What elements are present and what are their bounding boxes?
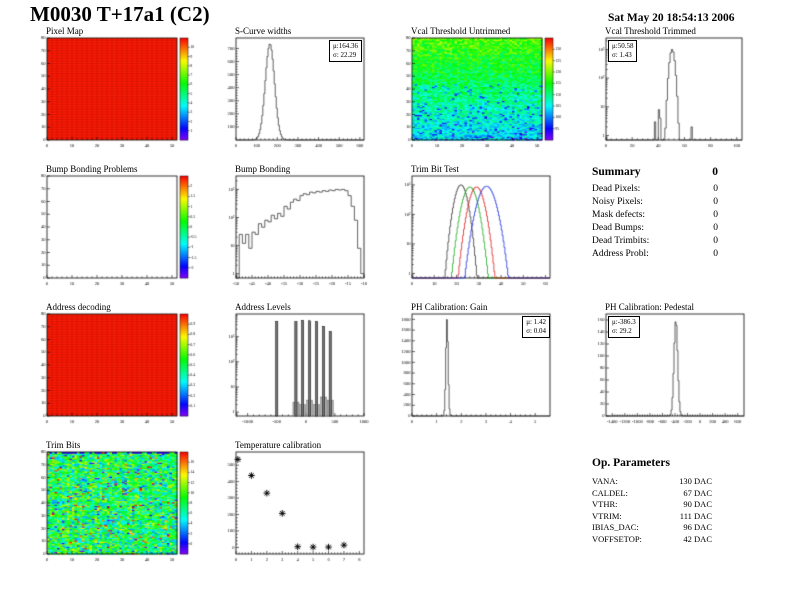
temperature-calibration-canvas xyxy=(222,450,372,566)
timestamp: Sat May 20 18:54:13 2006 xyxy=(608,12,735,24)
stats-box: μ:-386.3 σ: 29.2 xyxy=(608,316,640,338)
plot-vcal-untrimmed: Vcal Threshold Untrimmed xyxy=(398,26,568,152)
stats-mu: μ:-386.3 xyxy=(612,318,636,326)
stats-mu: μ:164.36 xyxy=(333,42,358,50)
op-parameter-label: CALDEL: xyxy=(592,487,628,498)
plot-title: Pixel Map xyxy=(46,26,84,36)
op-parameter-label: IBIAS_DAC: xyxy=(592,522,639,532)
op-parameter-row: VOFFSETOP: 42 DAC xyxy=(592,534,712,546)
plot-bump-bonding-problems: Bump Bonding Problems xyxy=(33,164,203,290)
stats-sigma: σ: 0.04 xyxy=(526,327,546,335)
plot-title: Trim Bit Test xyxy=(411,164,459,174)
trim-bit-test-canvas xyxy=(398,174,558,290)
summary-title: Summary xyxy=(592,166,641,178)
plot-ph-pedestal: PH Calibration: Pedestal μ:-386.3 σ: 29.… xyxy=(592,302,752,428)
summary-row-label: Mask defects: xyxy=(592,210,646,220)
trim-bits-canvas xyxy=(33,450,203,566)
op-parameter-value: 42 DAC xyxy=(683,533,712,544)
plot-title: PH Calibration: Gain xyxy=(411,302,488,312)
summary-row-label: Noisy Pixels: xyxy=(592,197,643,207)
stats-mu: μ: 1.42 xyxy=(526,318,546,326)
summary-row: Mask defects: 0 xyxy=(592,209,718,222)
op-parameters-title: Op. Parameters xyxy=(592,457,670,469)
op-parameters-block: Op. Parameters VANA: 130 DAC CALDEL: 67 … xyxy=(592,457,712,545)
summary-row: Dead Pixels: 0 xyxy=(592,183,718,196)
summary-row-label: Dead Pixels: xyxy=(592,184,641,194)
plot-title: Address Levels xyxy=(235,302,291,312)
stats-sigma: σ: 22.29 xyxy=(333,51,357,59)
op-parameter-value: 67 DAC xyxy=(683,487,712,498)
plot-title: Address decoding xyxy=(46,302,111,312)
op-parameter-row: VTHR: 90 DAC xyxy=(592,499,712,511)
op-parameter-value: 96 DAC xyxy=(683,522,712,532)
stats-sigma: σ: 29.2 xyxy=(612,327,632,335)
summary-row-value: 0 xyxy=(713,184,718,194)
address-levels-canvas xyxy=(222,312,372,428)
summary-total: 0 xyxy=(712,166,718,178)
op-parameter-label: VTRIM: xyxy=(592,510,622,521)
plot-title: Vcal Threshold Trimmed xyxy=(605,26,696,36)
op-parameter-label: VOFFSETOP: xyxy=(592,533,642,544)
plot-title: Bump Bonding xyxy=(235,164,291,174)
stats-box: μ: 1.42 σ: 0.04 xyxy=(522,316,550,338)
plot-ph-gain: PH Calibration: Gain μ: 1.42 σ: 0.04 xyxy=(398,302,558,428)
plot-pixel-map: Pixel Map xyxy=(33,26,203,152)
summary-header: Summary 0 xyxy=(592,166,718,178)
plot-address-levels: Address Levels xyxy=(222,302,372,428)
plot-title: S-Curve widths xyxy=(235,26,292,36)
op-parameter-row: IBIAS_DAC: 96 DAC xyxy=(592,522,712,534)
op-parameter-row: VTRIM: 111 DAC xyxy=(592,511,712,523)
plot-trim-bit-test: Trim Bit Test xyxy=(398,164,558,290)
summary-row-label: Dead Bumps: xyxy=(592,223,644,233)
plot-bump-bonding: Bump Bonding xyxy=(222,164,372,290)
vcal-untrimmed-canvas xyxy=(398,36,568,152)
plot-temperature-calibration: Temperature calibration xyxy=(222,440,372,566)
plot-title: Temperature calibration xyxy=(235,440,322,450)
pixel-map-canvas xyxy=(33,36,203,152)
plot-vcal-trimmed: Vcal Threshold Trimmed μ:50.58 σ: 1.43 xyxy=(592,26,750,152)
op-parameters-header: Op. Parameters xyxy=(592,457,712,469)
summary-row: Noisy Pixels: 0 xyxy=(592,196,718,209)
bump-bonding-problems-canvas xyxy=(33,174,203,290)
summary-row-value: 0 xyxy=(713,249,718,259)
plot-title: PH Calibration: Pedestal xyxy=(605,302,694,312)
page-title: M0030 T+17a1 (C2) xyxy=(30,2,210,26)
summary-row: Dead Bumps: 0 xyxy=(592,222,718,235)
bump-bonding-canvas xyxy=(222,174,372,290)
summary-row-value: 0 xyxy=(713,223,718,233)
op-parameter-value: 90 DAC xyxy=(683,499,712,509)
summary-row-value: 0 xyxy=(713,210,718,220)
plot-title: Vcal Threshold Untrimmed xyxy=(411,26,511,36)
stats-sigma: σ: 1.43 xyxy=(612,51,632,59)
stats-box: μ:50.58 σ: 1.43 xyxy=(608,40,638,62)
summary-row-value: 0 xyxy=(713,236,718,246)
stats-mu: μ:50.58 xyxy=(612,42,634,50)
op-parameter-value: 130 DAC xyxy=(679,476,712,486)
summary-row-label: Address Probl: xyxy=(592,249,649,259)
summary-block: Summary 0 Dead Pixels: 0 Noisy Pixels: 0… xyxy=(592,166,718,261)
op-parameter-row: VANA: 130 DAC xyxy=(592,476,712,488)
plot-address-decoding: Address decoding xyxy=(33,302,203,428)
plot-trim-bits: Trim Bits xyxy=(33,440,203,566)
plot-title: Bump Bonding Problems xyxy=(46,164,138,174)
op-parameter-row: CALDEL: 67 DAC xyxy=(592,488,712,500)
plot-title: Trim Bits xyxy=(46,440,81,450)
op-parameter-label: VANA: xyxy=(592,476,618,486)
summary-row: Dead Trimbits: 0 xyxy=(592,235,718,248)
address-decoding-canvas xyxy=(33,312,203,428)
plot-scurve-widths: S-Curve widths μ:164.36 σ: 22.29 xyxy=(222,26,372,152)
summary-row-label: Dead Trimbits: xyxy=(592,236,650,246)
summary-row-value: 0 xyxy=(713,197,718,207)
summary-row: Address Probl: 0 xyxy=(592,248,718,261)
op-parameter-label: VTHR: xyxy=(592,499,618,509)
stats-box: μ:164.36 σ: 22.29 xyxy=(329,40,362,62)
op-parameter-value: 111 DAC xyxy=(679,510,712,521)
